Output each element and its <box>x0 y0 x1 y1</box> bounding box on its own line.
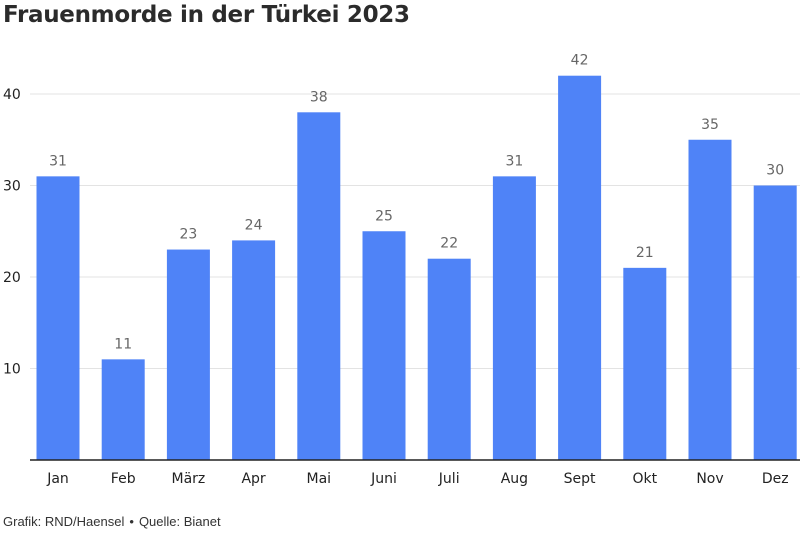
bar <box>558 75 602 460</box>
data-label: 23 <box>179 227 197 243</box>
x-tick-label: Juni <box>370 471 397 487</box>
x-tick-label: Nov <box>696 471 723 487</box>
y-tick-label: 10 <box>3 362 21 378</box>
bar <box>362 231 406 460</box>
y-tick-label: 20 <box>3 270 21 286</box>
y-tick-label: 30 <box>3 179 21 195</box>
credit-separator: • <box>129 514 134 529</box>
x-tick-labels: Jan Feb März Apr Mai Juni Juli Aug Sept Okt Nov Dez <box>46 471 788 487</box>
chart-title: Frauenmorde in der Türkei 2023 <box>3 2 410 28</box>
x-tick-label: Jan <box>46 471 69 487</box>
bar <box>688 139 732 460</box>
bar <box>623 267 667 460</box>
data-label: 35 <box>701 117 719 133</box>
bars <box>36 75 797 461</box>
x-tick-label: Apr <box>241 471 265 487</box>
data-label: 31 <box>49 153 67 169</box>
data-label: 42 <box>571 53 589 69</box>
bar <box>753 185 797 460</box>
data-label: 21 <box>636 245 654 261</box>
data-label: 24 <box>245 217 263 233</box>
x-tick-label: Okt <box>632 471 657 487</box>
bar <box>492 176 536 460</box>
data-label: 30 <box>766 163 784 179</box>
bar <box>232 240 276 460</box>
x-tick-label: März <box>172 471 206 487</box>
data-label: 38 <box>310 89 328 105</box>
bar <box>166 249 210 460</box>
y-tick-label: 40 <box>3 87 21 103</box>
x-tick-label: Sept <box>564 471 596 487</box>
credit-source: Quelle: Bianet <box>138 514 221 529</box>
x-tick-label: Juli <box>438 471 460 487</box>
data-label: 11 <box>114 336 132 352</box>
bar <box>36 176 80 460</box>
x-tick-label: Mai <box>307 471 332 487</box>
x-tick-label: Aug <box>501 471 528 487</box>
data-label: 31 <box>505 153 523 169</box>
y-tick-labels: 10 20 30 40 <box>3 87 21 378</box>
credit-line: Grafik: RND/Haensel • Quelle: Bianet <box>3 514 221 529</box>
data-labels: 31 11 23 24 38 25 22 31 42 21 35 30 <box>49 53 784 353</box>
bar <box>427 258 471 460</box>
x-tick-label: Feb <box>111 471 136 487</box>
x-tick-label: Dez <box>762 471 789 487</box>
credit-grafik: Grafik: RND/Haensel <box>3 514 125 529</box>
bar <box>101 359 145 460</box>
bar <box>297 112 341 461</box>
data-label: 22 <box>440 236 458 252</box>
data-label: 25 <box>375 208 393 224</box>
gridlines <box>30 93 800 369</box>
